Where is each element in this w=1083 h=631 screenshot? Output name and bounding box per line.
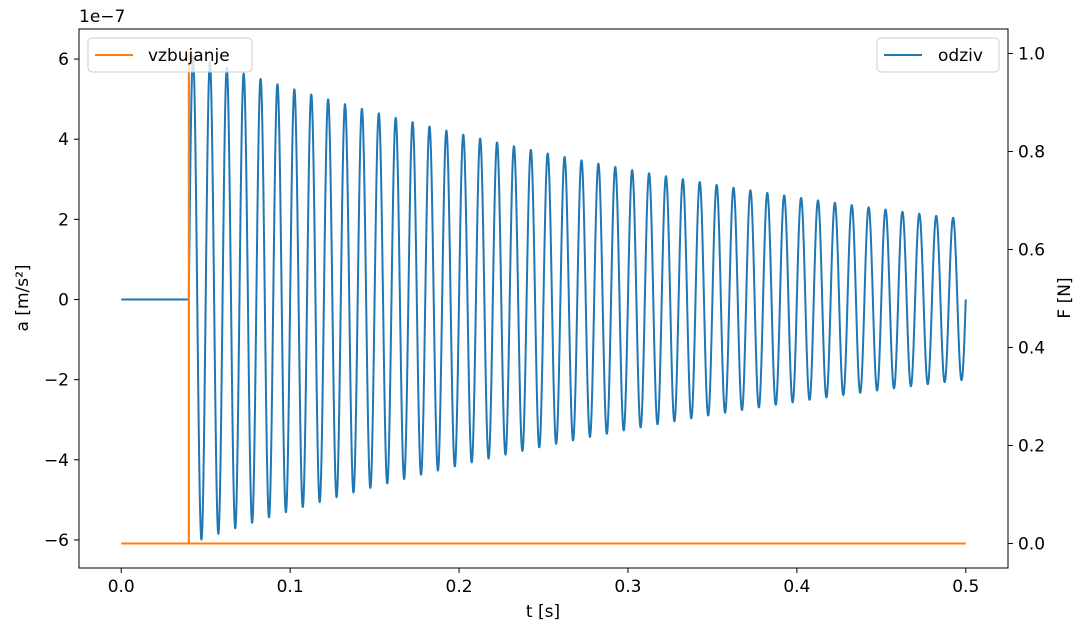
x-tick-label: 0.5 [952, 577, 979, 597]
series-odziv-line [121, 55, 967, 541]
x-axis-ticks: 0.0 0.1 0.2 0.3 0.4 0.5 [108, 568, 979, 597]
y-right-tick-label: 0.0 [1018, 535, 1045, 555]
legend-response-box [876, 37, 1000, 73]
y-right-tick-label: 0.2 [1018, 437, 1045, 457]
legend-excitation-box [87, 37, 253, 73]
y-left-offset-text: 1e−7 [79, 7, 125, 27]
y-left-tick-label: 4 [58, 130, 69, 150]
plot-frame [78, 28, 1009, 569]
y-right-axis-ticks: 0.0 0.2 0.4 0.6 0.8 1.0 [1008, 45, 1045, 555]
legend-excitation: vzbujanje [87, 37, 253, 73]
legend-excitation-label: vzbujanje [148, 46, 230, 66]
x-tick-label: 0.2 [446, 577, 473, 597]
y-left-axis-ticks: −6 −4 −2 0 2 4 6 [44, 50, 79, 551]
y-left-axis-label: a [m/s²] [13, 264, 33, 331]
y-left-tick-label: 2 [58, 210, 69, 230]
y-left-tick-label: 6 [58, 50, 69, 70]
y-left-tick-label: 0 [58, 291, 69, 311]
y-right-tick-label: 0.4 [1018, 339, 1045, 359]
y-right-tick-label: 0.8 [1018, 143, 1045, 163]
y-left-tick-label: −6 [44, 531, 69, 551]
y-right-axis-label: F [N] [1055, 277, 1075, 318]
x-tick-label: 0.3 [614, 577, 641, 597]
x-axis-label: t [s] [526, 602, 560, 622]
legend-response-label: odziv [938, 46, 983, 66]
y-left-tick-label: −2 [44, 371, 69, 391]
y-right-tick-label: 0.6 [1018, 241, 1045, 261]
y-left-tick-label: −4 [44, 451, 69, 471]
legend-response: odziv [876, 37, 1000, 73]
y-right-tick-label: 1.0 [1018, 45, 1045, 65]
x-tick-label: 0.0 [108, 577, 135, 597]
x-tick-label: 0.1 [277, 577, 304, 597]
x-tick-label: 0.4 [783, 577, 810, 597]
